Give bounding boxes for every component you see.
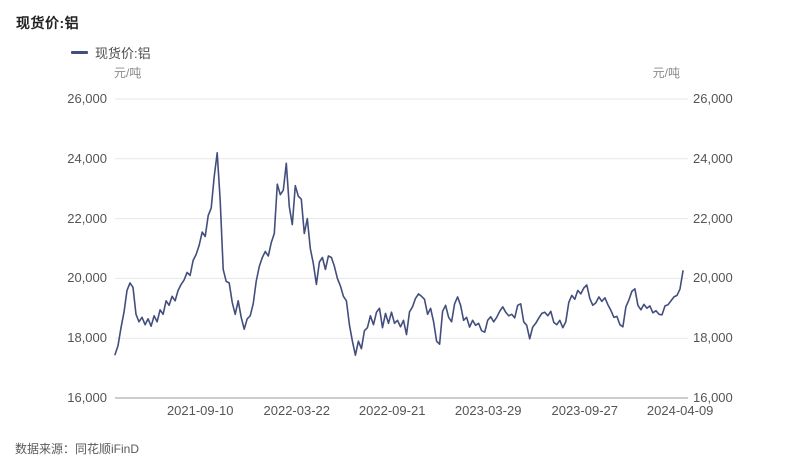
y-axis-label-right: 26,000 (693, 91, 733, 106)
page-title: 现货价:铝 (16, 15, 80, 31)
y-axis-label-left: 16,000 (67, 390, 107, 405)
y-axis-label-left: 18,000 (67, 330, 107, 346)
y-axis-label-left: 26,000 (67, 91, 107, 106)
x-axis-label: 2024-04-09 (646, 403, 714, 418)
legend: 现货价:铝 (71, 43, 151, 62)
y-axis-label-right: 24,000 (693, 150, 733, 166)
x-axis-label: 2023-03-29 (454, 403, 522, 418)
x-axis-label: 2022-03-22 (263, 403, 331, 418)
source-text: 数据来源：同花顺iFinD (15, 442, 140, 456)
y-axis-unit-right: 元/吨 (652, 66, 680, 80)
price-series-line (114, 152, 684, 357)
y-axis-label-left: 20,000 (67, 270, 107, 286)
x-axis-label: 2023-09-27 (551, 403, 618, 418)
y-axis-label-left: 22,000 (67, 210, 107, 226)
y-axis-label-right: 18,000 (693, 330, 733, 346)
x-axis-label: 2022-09-21 (358, 403, 426, 418)
legend-line-swatch (71, 51, 88, 54)
y-axis-unit-left: 元/吨 (114, 66, 142, 80)
y-axis-label-right: 20,000 (693, 270, 733, 286)
legend-label: 现货价:铝 (95, 46, 151, 61)
y-axis-label-left: 24,000 (67, 150, 107, 166)
y-axis-label-right: 22,000 (693, 210, 733, 226)
y-axis-label-right: 16,000 (693, 390, 733, 405)
x-axis-label: 2021-09-10 (166, 403, 234, 418)
